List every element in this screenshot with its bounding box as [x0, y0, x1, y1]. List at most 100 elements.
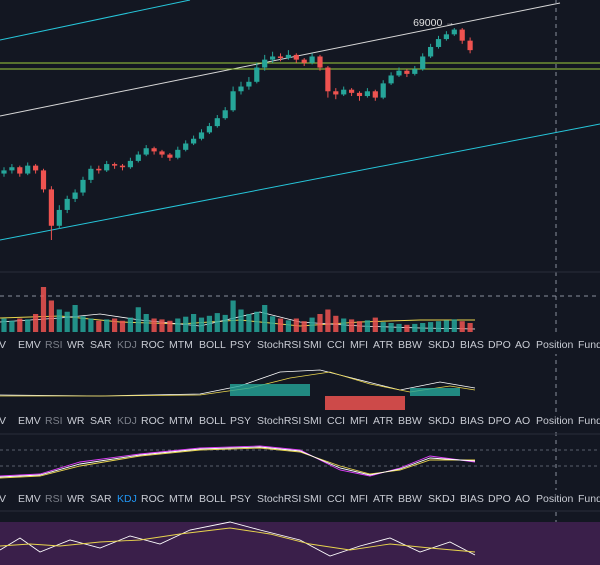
indicator-tab[interactable]: SKDJ [428, 415, 455, 427]
rsi-band [0, 522, 600, 565]
indicator-tab[interactable]: SKDJ [428, 493, 455, 505]
indicator-tab[interactable]: PSY [230, 493, 251, 505]
volume-bar [246, 314, 252, 332]
indicator-tab[interactable]: SMI [303, 339, 322, 351]
indicator-tab[interactable]: DPO [488, 339, 511, 351]
indicator-tab[interactable]: BOLL [199, 493, 226, 505]
candle-body [175, 149, 181, 158]
indicator-tab[interactable]: ROC [141, 415, 165, 427]
candle-body [428, 46, 434, 57]
indicator-tab[interactable]: BBW [398, 415, 422, 427]
volume-bar [238, 309, 244, 332]
candle-body [222, 110, 228, 119]
volume-bar [325, 309, 331, 332]
volume-bar [364, 320, 370, 332]
indicator-tab[interactable]: AO [515, 493, 530, 505]
indicator-tab[interactable]: BV [0, 493, 6, 505]
indicator-tab[interactable]: Fund [578, 493, 600, 505]
indicator-tab[interactable]: KDJ [117, 339, 137, 351]
indicator-tab[interactable]: MTM [169, 415, 193, 427]
macd-histogram [230, 384, 310, 396]
indicator-tab[interactable]: WR [67, 493, 85, 505]
indicator-tab[interactable]: CCI [327, 415, 345, 427]
indicator-tab[interactable]: Fund [578, 339, 600, 351]
volume-bar [222, 314, 228, 332]
indicator-tab[interactable]: RSI [45, 493, 63, 505]
candle-body [151, 148, 157, 152]
volume-bar [80, 316, 86, 332]
candle-body [104, 164, 110, 171]
indicator-tab[interactable]: StochRSI [257, 493, 301, 505]
volume-bar [254, 311, 260, 332]
volume-bar [443, 320, 449, 332]
indicator-tab[interactable]: MTM [169, 493, 193, 505]
indicator-tab[interactable]: Position [536, 339, 574, 351]
indicator-tab[interactable]: Position [536, 493, 574, 505]
indicator-tab[interactable]: SAR [90, 493, 112, 505]
indicator-tab[interactable]: ATR [373, 493, 394, 505]
candle-body [388, 75, 394, 84]
indicator-tab[interactable]: MFI [350, 339, 368, 351]
candle-body [143, 148, 149, 155]
indicator-tab[interactable]: AO [515, 339, 530, 351]
candle-body [80, 179, 86, 193]
indicator-tab[interactable]: MFI [350, 493, 368, 505]
indicator-tab[interactable]: Fund [578, 415, 600, 427]
indicator-tab[interactable]: BIAS [460, 339, 484, 351]
channel-line [0, 0, 191, 41]
indicator-tab[interactable]: BOLL [199, 415, 226, 427]
indicator-tab[interactable]: AO [515, 415, 530, 427]
candle-body [48, 189, 54, 226]
indicator-tab[interactable]: BV [0, 415, 6, 427]
candle-body [270, 56, 276, 60]
indicator-tab[interactable]: StochRSI [257, 339, 301, 351]
volume-bar [301, 321, 307, 332]
indicator-tab[interactable]: SMI [303, 493, 322, 505]
indicator-tab[interactable]: WR [67, 339, 85, 351]
indicator-tab[interactable]: StochRSI [257, 415, 301, 427]
volume-bar [270, 316, 276, 332]
indicator-tab[interactable]: PSY [230, 415, 251, 427]
indicator-tab[interactable]: PSY [230, 339, 251, 351]
indicator-tab[interactable]: BBW [398, 493, 422, 505]
indicator-tab[interactable]: KDJ [117, 415, 137, 427]
indicator-tab[interactable]: MFI [350, 415, 368, 427]
indicator-tab[interactable]: SKDJ [428, 339, 455, 351]
indicator-tab[interactable]: SAR [90, 415, 112, 427]
volume-bar [198, 317, 205, 332]
indicator-tab[interactable]: BIAS [460, 493, 484, 505]
indicator-tab[interactable]: DPO [488, 493, 511, 505]
candle-body [230, 91, 236, 111]
indicator-tab[interactable]: BV [0, 339, 6, 351]
candle-body [33, 165, 39, 171]
candle-body [246, 81, 252, 87]
indicator-tab[interactable]: EMV [18, 339, 41, 351]
indicator-tab[interactable]: ATR [373, 415, 394, 427]
volume-bar [262, 305, 268, 332]
rsi-line [0, 521, 476, 557]
indicator-tab[interactable]: CCI [327, 493, 345, 505]
indicator-tab[interactable]: SAR [90, 339, 112, 351]
indicator-tab[interactable]: BIAS [460, 415, 484, 427]
indicator-tab[interactable]: DPO [488, 415, 511, 427]
indicator-tab[interactable]: BOLL [199, 339, 226, 351]
indicator-tab[interactable]: RSI [45, 415, 63, 427]
indicator-tab[interactable]: ROC [141, 493, 165, 505]
indicator-tab[interactable]: Position [536, 415, 574, 427]
indicator-tab[interactable]: BBW [398, 339, 422, 351]
indicator-tab[interactable]: RSI [45, 339, 63, 351]
indicator-tab[interactable]: SMI [303, 415, 322, 427]
indicator-tab[interactable]: CCI [327, 339, 345, 351]
indicator-tab[interactable]: KDJ [117, 493, 137, 505]
volume-bar [459, 321, 465, 332]
candle-body [285, 54, 291, 59]
indicator-tab[interactable]: ATR [373, 339, 394, 351]
candle-body [238, 86, 244, 92]
indicator-tab[interactable]: MTM [169, 339, 193, 351]
indicator-tab[interactable]: WR [67, 415, 85, 427]
indicator-tab[interactable]: EMV [18, 493, 41, 505]
volume-bar [96, 320, 102, 332]
indicator-tab[interactable]: EMV [18, 415, 41, 427]
indicator-tab[interactable]: ROC [141, 339, 165, 351]
